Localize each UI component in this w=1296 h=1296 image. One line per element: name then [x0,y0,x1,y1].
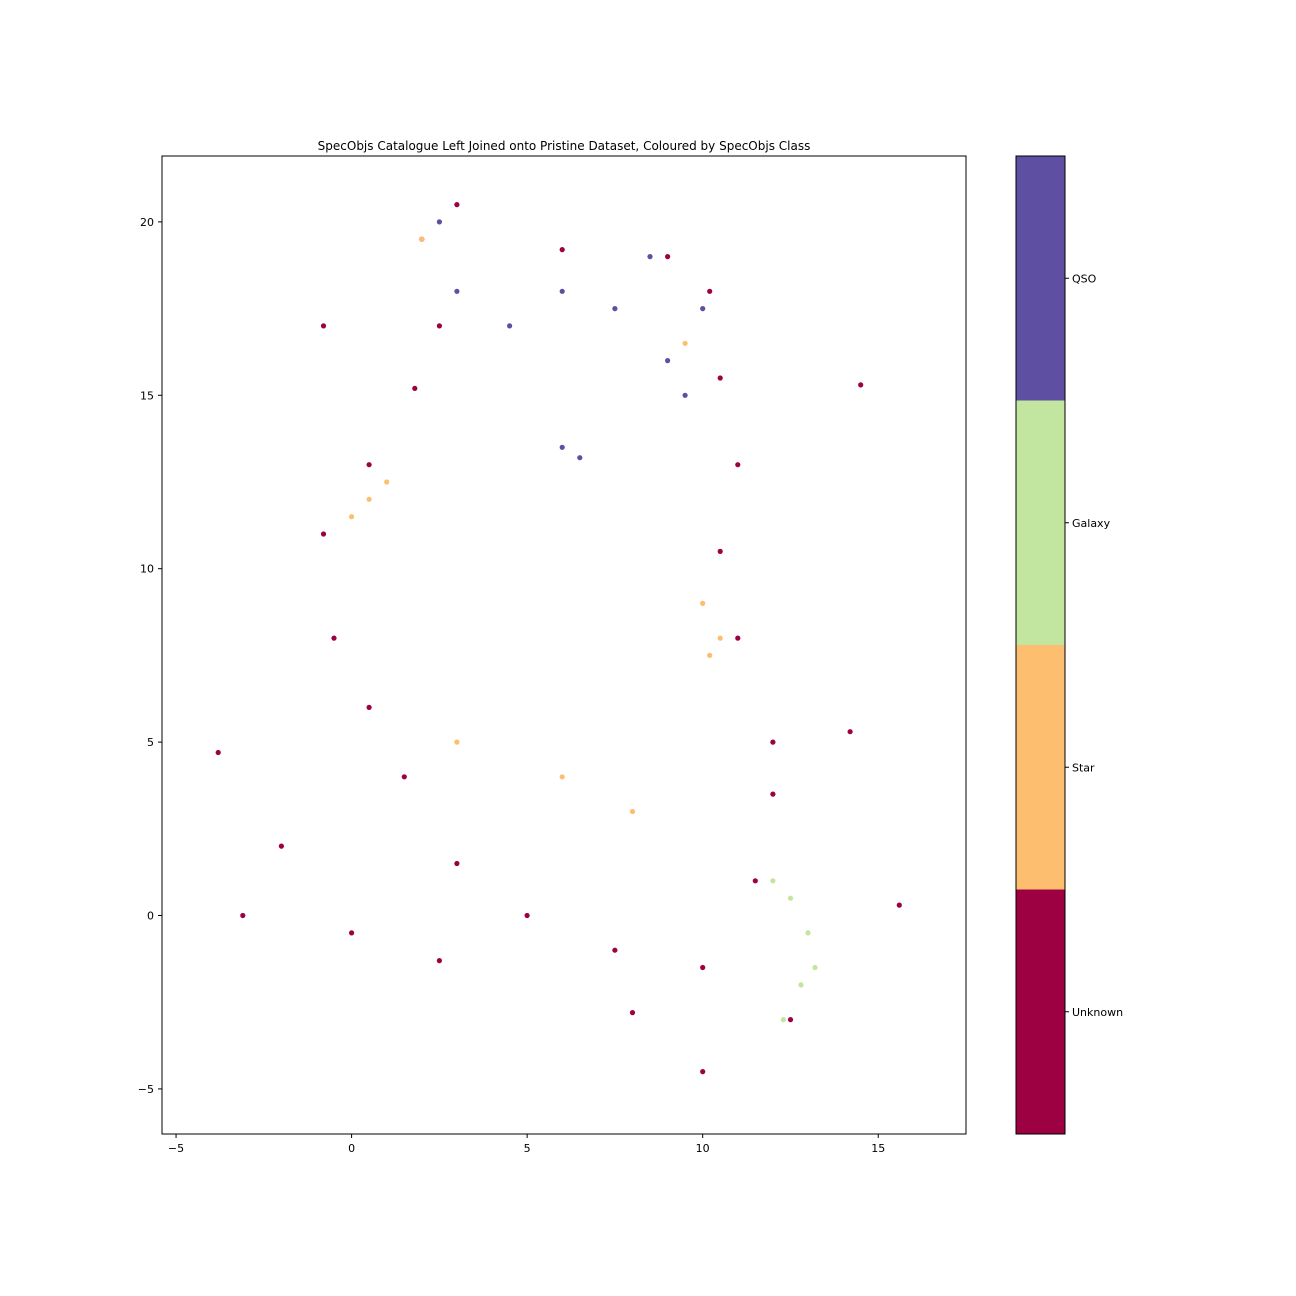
scatter-point [419,236,425,242]
scatter-point [858,382,864,388]
scatter-point [507,323,513,329]
colorbar-segment-qso [1016,156,1065,401]
scatter-point [320,531,327,537]
scatter-point [240,912,246,919]
colorbar: Unknown Star Galaxy QSO [1015,155,1123,1135]
series-star [349,236,723,815]
scatter-point [454,202,460,208]
x-tick-label: −5 [168,1142,184,1155]
scatter-point [770,878,776,884]
chart-title: SpecObjs Catalogue Left Joined onto Pris… [318,139,811,153]
colorbar-label: Star [1072,761,1095,774]
scatter-point [847,729,853,735]
series-galaxy [770,878,818,1023]
x-tick-label: 15 [871,1142,885,1155]
scatter-point [629,808,636,815]
scatter-point [559,288,565,294]
scatter-point [559,774,565,780]
scatter-point [798,982,804,988]
scatter-point [665,358,671,364]
x-tick-label: 5 [524,1142,531,1155]
scatter-point [647,254,653,260]
x-tick-label: 0 [348,1142,355,1155]
scatter-point [454,739,460,745]
scatter-point [366,496,372,502]
scatter-point [215,749,221,756]
scatter-point [707,652,713,659]
scatter-point [735,462,741,468]
colorbar-label: Unknown [1072,1006,1123,1019]
scatter-point [366,462,372,468]
y-tick-label: 0 [147,910,154,923]
series-unknown [215,202,902,1075]
scatter-point [320,323,327,329]
scatter-point [559,247,565,253]
colorbar-frame [1015,155,1066,1135]
scatter-point [559,444,565,450]
scatter-point [787,1017,794,1023]
scatter-point [278,843,284,849]
colorbar-segment-unknown [1016,889,1065,1134]
scatter-point [524,912,530,919]
colorbar-segment-star [1016,645,1065,890]
colorbar-label: QSO [1072,272,1097,285]
scatter-point [896,902,902,908]
scatter-point [436,323,442,329]
series-qso [436,219,706,461]
x-tick-label: 10 [696,1142,710,1155]
y-tick-label: 5 [147,736,154,749]
scatter-point [454,860,460,867]
scatter-point [612,306,618,312]
scatter-point [805,930,811,936]
scatter-point [752,878,758,884]
y-tick-label: 20 [140,216,154,229]
scatter-point [735,635,741,641]
scatter-point [384,479,390,485]
scatter-point [436,958,442,964]
scatter-point [700,964,706,971]
scatter-point [436,219,442,225]
plot-frame [161,155,967,1135]
scatter-point [412,385,418,391]
scatter-point [812,964,818,971]
y-axis: −5 0 5 10 15 20 [138,216,162,1096]
scatter-point [612,947,618,953]
scatter-point [629,1010,636,1016]
scatter-point [770,791,776,797]
scatter-point [349,514,355,520]
colorbar-segment-galaxy [1016,400,1065,645]
scatter-point [349,930,355,936]
scatter-point [700,306,706,312]
scatter-point [577,455,583,461]
scatter-point [700,600,706,607]
colorbar-label: Galaxy [1072,517,1111,530]
scatter-point [454,288,460,294]
y-tick-label: −5 [138,1083,154,1096]
x-axis: −5 0 5 10 15 [168,1134,885,1155]
scatter-point [770,739,776,745]
scatter-point [366,704,372,711]
scatter-point [707,288,713,294]
scatter-point [787,895,794,901]
scatter-layer [215,202,902,1075]
scatter-point [682,340,688,346]
scatter-point [780,1017,787,1023]
y-tick-label: 10 [140,563,154,576]
scatter-point [682,392,688,398]
scatter-point [717,375,723,381]
scatter-point [717,635,723,641]
scatter-point [717,548,723,555]
y-tick-label: 15 [140,389,154,402]
scatter-point [700,1069,706,1075]
scatter-point [401,774,407,780]
scatter-point [331,635,337,641]
scatter-point [665,254,671,260]
